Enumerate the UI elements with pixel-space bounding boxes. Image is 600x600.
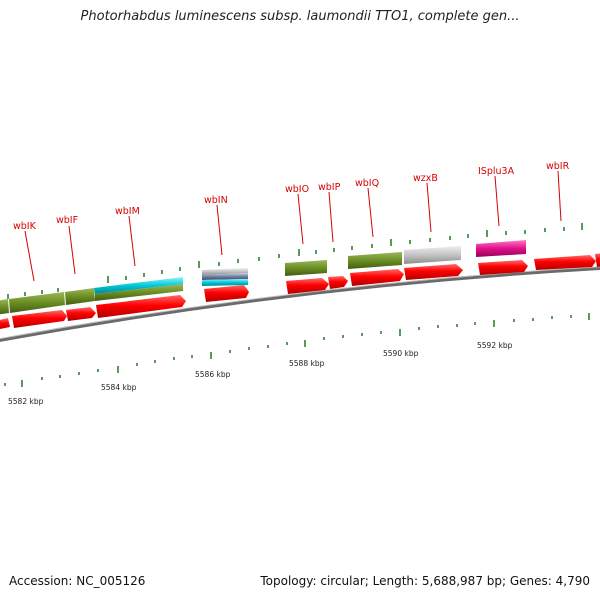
gene-label-wbln[interactable]: wbIN	[204, 195, 228, 206]
cds-arrow[interactable]	[534, 255, 596, 270]
cds-arrow[interactable]	[96, 295, 186, 318]
feature-track	[0, 240, 526, 315]
gene-label-wzxb[interactable]: wzxB	[413, 173, 438, 184]
scale-ticks	[4, 313, 590, 387]
feature-box-olive[interactable]	[0, 299, 9, 315]
cds-arrow[interactable]	[328, 276, 348, 289]
scale-labels: 5582 kbp 5584 kbp 5586 kbp 5588 kbp 5590…	[8, 341, 513, 406]
cds-arrow[interactable]	[404, 264, 463, 280]
scale-label: 5592 kbp	[477, 341, 513, 350]
scale-label: 5590 kbp	[383, 349, 419, 358]
scale-label: 5586 kbp	[195, 370, 231, 379]
cds-arrow[interactable]	[286, 278, 329, 294]
feature-box-cyan[interactable]	[202, 279, 248, 286]
genome-backbone	[0, 266, 600, 342]
gene-label-wblf[interactable]: wbIF	[56, 215, 78, 226]
gene-label-wblq[interactable]: wbIQ	[355, 178, 379, 189]
cds-arrow[interactable]	[0, 318, 10, 330]
scale-label: 5582 kbp	[8, 397, 44, 406]
feature-box-olive[interactable]	[9, 292, 65, 313]
cds-track	[0, 253, 600, 330]
feature-box-slate[interactable]	[202, 273, 248, 280]
feature-box-olive[interactable]	[285, 260, 327, 276]
feature-box-cyan[interactable]	[94, 277, 183, 294]
cds-arrow[interactable]	[595, 253, 600, 267]
gene-label-isplu3a[interactable]: ISplu3A	[478, 166, 515, 177]
scale-label: 5584 kbp	[101, 383, 137, 392]
gene-label-wblo[interactable]: wbIO	[285, 184, 309, 195]
feature-box-olive[interactable]	[95, 284, 183, 301]
feature-box-olive[interactable]	[65, 288, 95, 305]
scale-label: 5588 kbp	[289, 359, 325, 368]
feature-box-magenta[interactable]	[476, 240, 526, 257]
accession-text: Accession: NC_005126	[9, 574, 146, 588]
feature-box-olive[interactable]	[348, 252, 402, 269]
feature-box-gray[interactable]	[202, 268, 248, 275]
page-title: Photorhabdus luminescens subsp. laumondi…	[80, 9, 520, 24]
gene-label-wblm[interactable]: wbIM	[115, 206, 140, 217]
cds-arrow[interactable]	[350, 269, 404, 286]
cds-arrow[interactable]	[204, 285, 249, 302]
feature-box-gray[interactable]	[404, 246, 461, 264]
label-leaders	[24, 170, 562, 282]
cds-arrow[interactable]	[12, 310, 67, 328]
gene-labels: wbIK wbIF wbIM wbIN wbIO wbIP wbIQ wzxB …	[13, 161, 570, 232]
gene-label-wblp[interactable]: wbIP	[318, 182, 341, 193]
genome-summary-text: Topology: circular; Length: 5,688,987 bp…	[260, 574, 590, 588]
gene-label-wblr[interactable]: wbIR	[546, 161, 570, 172]
upper-ticks	[7, 223, 583, 299]
genome-backbone-highlight	[0, 266, 600, 340]
cds-arrow[interactable]	[66, 307, 96, 321]
cds-arrow[interactable]	[478, 260, 528, 275]
gene-label-wblk[interactable]: wbIK	[13, 221, 37, 232]
